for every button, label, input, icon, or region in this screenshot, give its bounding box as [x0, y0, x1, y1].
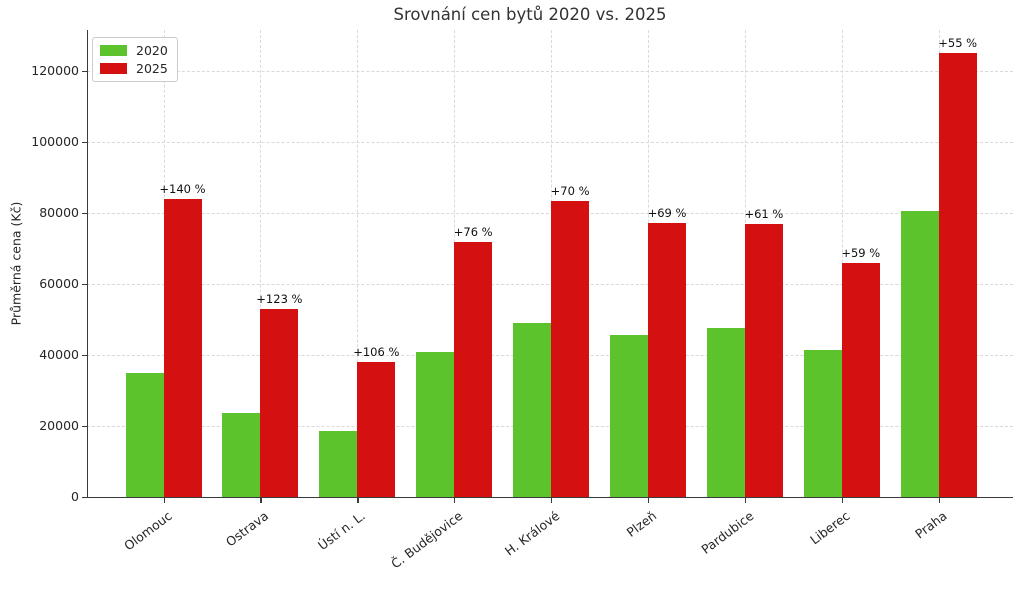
bar-2025-Č. Budějovice: [454, 241, 493, 497]
y-tick-mark: [82, 354, 87, 357]
legend-item-2025: 2025: [100, 62, 168, 75]
bar-annotation: +69 %: [647, 206, 687, 221]
y-tick-mark: [82, 212, 87, 215]
y-tick-label: 20000: [39, 417, 79, 433]
x-tick-label: Pardubice: [697, 508, 756, 557]
x-tick-mark: [551, 498, 553, 503]
bar-2020-Liberec: [803, 349, 842, 497]
gridline-vertical: [357, 30, 359, 497]
y-tick-mark: [82, 283, 87, 286]
x-tick-label: Olomouc: [121, 508, 175, 554]
bar-2020-Č. Budějovice: [416, 352, 455, 497]
bar-2025-Olomouc: [163, 198, 202, 497]
bar-2020-Ostrava: [222, 412, 261, 497]
legend-swatch-2020: [100, 45, 127, 56]
gridline-horizontal: [87, 70, 1013, 72]
y-tick-mark: [82, 141, 87, 144]
gridline-horizontal: [87, 141, 1013, 143]
x-tick-mark: [744, 498, 747, 503]
bar-2025-Plzeň: [648, 223, 686, 497]
x-tick-label: H. Králové: [501, 508, 563, 559]
y-tick-label: 100000: [31, 133, 79, 149]
bar-2020-Olomouc: [125, 372, 164, 497]
legend-swatch-2025: [100, 63, 127, 74]
x-tick-mark: [260, 498, 262, 503]
y-tick-label: 60000: [39, 275, 79, 291]
y-tick-mark: [82, 70, 87, 72]
bar-annotation: +76 %: [453, 224, 493, 239]
bar-annotation: +61 %: [744, 207, 784, 222]
x-tick-mark: [357, 498, 359, 503]
bar-annotation: +70 %: [550, 184, 590, 199]
legend-item-2020: 2020: [100, 44, 168, 57]
bar-2025-Praha: [938, 53, 977, 497]
x-tick-mark: [938, 498, 940, 503]
bar-annotation: +140 %: [159, 181, 206, 196]
bar-2020-Praha: [900, 210, 939, 497]
bar-2025-Liberec: [841, 262, 880, 497]
bar-annotation: +123 %: [256, 292, 303, 307]
bar-2020-Pardubice: [706, 327, 745, 497]
x-tick-label: Praha: [912, 508, 950, 542]
bar-2025-H. Králové: [551, 201, 590, 497]
y-tick-mark: [82, 497, 87, 499]
x-tick-mark: [841, 498, 844, 503]
bar-2025-Ostrava: [260, 309, 299, 497]
x-tick-label: Plzeň: [623, 508, 660, 540]
gridline-horizontal: [87, 283, 1013, 285]
bar-annotation: +106 %: [353, 344, 400, 359]
x-tick-label: Ostrava: [223, 508, 272, 550]
legend-label-2020: 2020: [136, 43, 168, 58]
gridline-vertical: [260, 30, 262, 497]
legend: 2020 2025: [92, 37, 178, 82]
x-tick-label: Č. Budějovice: [388, 508, 466, 572]
gridline-horizontal: [87, 212, 1013, 214]
bar-annotation: +59 %: [841, 245, 881, 260]
bar-2025-Ústí n. L.: [357, 361, 396, 497]
y-tick-label: 80000: [39, 204, 79, 220]
x-tick-label: Liberec: [807, 508, 853, 548]
y-tick-label: 120000: [31, 62, 79, 78]
bar-2020-Plzeň: [610, 335, 648, 497]
y-tick-mark: [82, 425, 87, 428]
legend-label-2025: 2025: [136, 61, 168, 76]
x-tick-mark: [648, 498, 650, 503]
x-tick-mark: [454, 498, 456, 503]
bar-2020-H. Králové: [513, 322, 552, 497]
x-tick-mark: [163, 498, 165, 503]
y-axis-line: [87, 30, 89, 498]
x-axis-line: [87, 497, 1013, 499]
chart-title: Srovnání cen bytů 2020 vs. 2025: [393, 5, 667, 24]
bar-annotation: +55 %: [938, 36, 978, 51]
bar-2020-Ústí n. L.: [319, 431, 358, 497]
x-tick-label: Ústí n. L.: [315, 508, 369, 553]
y-tick-label: 0: [71, 489, 79, 504]
y-tick-label: 40000: [39, 346, 79, 362]
bar-2025-Pardubice: [744, 224, 783, 497]
